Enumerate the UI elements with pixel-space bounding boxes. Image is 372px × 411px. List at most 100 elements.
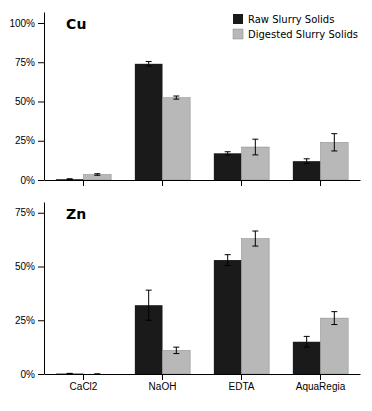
error-bar	[94, 374, 100, 375]
error-cap	[304, 336, 310, 337]
error-bar	[146, 290, 152, 320]
error-cap	[94, 374, 100, 375]
x-tick-mark	[83, 180, 84, 186]
y-tick-label: 0%	[21, 175, 36, 186]
error-bar	[67, 373, 73, 374]
error-cap	[331, 133, 337, 134]
panel-title: Cu	[66, 16, 86, 32]
x-tick-label: EDTA	[229, 381, 255, 392]
error-cap	[225, 151, 231, 152]
error-bar	[225, 255, 231, 266]
legend-swatch	[233, 29, 243, 39]
bar	[56, 373, 84, 374]
error-bar	[331, 312, 337, 325]
bar	[84, 175, 112, 180]
bar	[163, 350, 191, 374]
error-cap	[173, 96, 179, 97]
y-tick: 0%	[21, 175, 44, 186]
error-cap	[146, 320, 152, 321]
error-line	[255, 231, 256, 246]
panel: 0%25%50%75%100%CuRaw Slurry SolidsDigest…	[9, 13, 360, 187]
y-tick: 75%	[15, 57, 44, 68]
error-cap	[173, 99, 179, 100]
legend-item: Raw Slurry Solids	[233, 14, 334, 25]
bar	[135, 64, 163, 180]
error-cap	[146, 290, 152, 291]
bar	[321, 318, 349, 374]
error-cap	[67, 373, 73, 374]
y-tick: 0%	[21, 369, 44, 380]
legend-swatch	[233, 14, 243, 24]
x-tick	[162, 180, 163, 186]
y-tick-label: 50%	[15, 261, 35, 272]
y-tick-mark	[38, 23, 44, 24]
x-tick-mark	[83, 374, 84, 380]
panel-title: Zn	[66, 206, 86, 222]
x-tick: EDTA	[229, 374, 255, 392]
error-line	[306, 336, 307, 347]
error-bar	[331, 134, 337, 151]
y-axis: 0% 25% 50% 75%	[15, 203, 45, 380]
x-tick: CaCl2	[70, 374, 98, 392]
error-cap	[304, 158, 310, 159]
y-tick-mark	[38, 213, 44, 214]
x-tick-mark	[320, 374, 321, 380]
series	[56, 255, 321, 374]
y-tick-label: 0%	[21, 369, 36, 380]
error-line	[334, 312, 335, 325]
y-tick-label: 25%	[15, 135, 35, 146]
x-tick-label: AquaRegia	[296, 381, 346, 392]
x-tick-label: NaOH	[149, 381, 177, 392]
error-cap	[252, 246, 258, 247]
marks	[56, 61, 348, 180]
error-cap	[94, 175, 100, 176]
y-tick-mark	[38, 101, 44, 102]
error-cap	[331, 324, 337, 325]
y-axis: 0% 25% 50% 75% 100%	[9, 13, 44, 186]
y-tick-label: 75%	[15, 207, 35, 218]
error-bar	[252, 139, 258, 155]
x-tick-mark	[162, 374, 163, 380]
error-cap	[173, 353, 179, 354]
error-bar	[173, 96, 179, 99]
error-cap	[304, 163, 310, 164]
x-axis	[45, 180, 361, 186]
error-cap	[252, 139, 258, 140]
y-tick: 25%	[15, 315, 44, 326]
error-cap	[225, 154, 231, 155]
error-cap	[252, 231, 258, 232]
bar	[214, 260, 242, 374]
error-cap	[173, 347, 179, 348]
error-cap	[225, 265, 231, 266]
y-tick: 25%	[15, 135, 44, 146]
error-bar	[225, 152, 231, 155]
y-tick-mark	[38, 180, 44, 181]
error-bar	[94, 174, 100, 176]
error-line	[306, 159, 307, 164]
y-tick-mark	[38, 141, 44, 142]
error-cap	[225, 254, 231, 255]
x-tick	[83, 180, 84, 186]
x-tick-mark	[241, 180, 242, 186]
y-tick: 50%	[15, 96, 44, 107]
y-tick: 50%	[15, 261, 44, 272]
error-cap	[146, 61, 152, 62]
error-bar	[146, 61, 152, 66]
series	[84, 96, 349, 180]
y-tick: 75%	[15, 207, 44, 218]
error-bar	[304, 159, 310, 164]
error-cap	[94, 374, 100, 375]
legend-label: Raw Slurry Solids	[248, 14, 334, 25]
error-bar	[304, 336, 310, 347]
x-axis: CaCl2 NaOH EDTA AquaRegia	[45, 374, 361, 392]
y-tick-mark	[38, 374, 44, 375]
chart: 0%25%50%75%100%CuRaw Slurry SolidsDigest…	[0, 0, 372, 411]
error-bar	[173, 347, 179, 353]
bar	[242, 239, 270, 374]
bar	[56, 179, 84, 180]
x-tick-mark	[241, 374, 242, 380]
y-tick-label: 100%	[9, 18, 35, 29]
marks-inner	[56, 231, 348, 374]
series	[56, 61, 321, 180]
error-cap	[67, 178, 73, 179]
